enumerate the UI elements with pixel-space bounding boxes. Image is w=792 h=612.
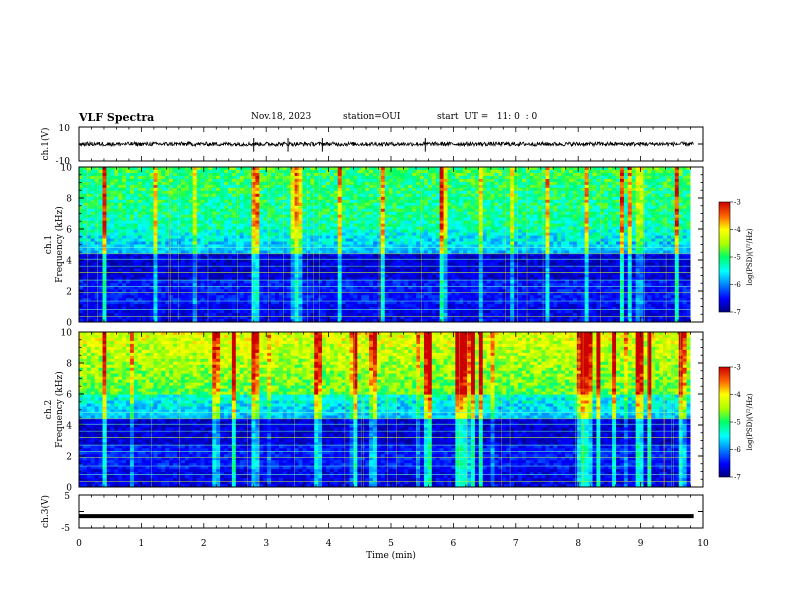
x-tick-label: 6 (451, 539, 457, 549)
x-tick-label: 8 (575, 539, 581, 549)
colorbar-tick-label: -5 (734, 419, 741, 427)
colorbar-tick-label: -7 (734, 309, 741, 317)
ch1_spectrogram-ytick-label: 4 (66, 257, 72, 267)
figure-title: VLF Spectra (79, 111, 155, 124)
ch1_spectrogram-ytick-label: 0 (66, 319, 72, 329)
ch2_spectrogram-ytick-label: 8 (66, 360, 72, 370)
ch1-ytick-label: 10 (59, 124, 71, 134)
ch1_spectrogram-ytick-label: 6 (66, 226, 72, 236)
colorbar-tick-label: -3 (734, 199, 741, 207)
station-label: station=OUI (343, 112, 401, 122)
ch3-ytick-label: -5 (61, 524, 70, 534)
ch1_spectrogram-cells (78, 167, 703, 323)
colorbar-tick-label: -4 (734, 391, 741, 399)
colorbar-tick-label: -6 (734, 446, 741, 454)
no-data-area (690, 167, 703, 322)
x-tick-label: 4 (326, 539, 332, 549)
x-tick-label: 3 (263, 539, 269, 549)
x-tick-label: 0 (76, 539, 82, 549)
colorbar-tick-label: -7 (734, 474, 741, 482)
ch1_spectrogram-colorbar (718, 201, 731, 313)
x-tick-label: 1 (139, 539, 145, 549)
ch1_spectrogram-ytick-label: 2 (66, 288, 72, 298)
x-tick-label: 2 (201, 539, 207, 549)
ch1-ytick-label: -10 (56, 157, 71, 167)
ch2_spectrogram-colorbar-label: log(PSD)(V²/Hz) (746, 393, 754, 450)
x-tick-label: 7 (513, 539, 519, 549)
ch3-ylabel: ch.3(V) (40, 495, 51, 528)
ch1_spectrogram-ylabel: ch.1 (44, 235, 54, 254)
ch2_spectrogram-ytick-label: 10 (61, 329, 73, 339)
colorbar-tick-label: -6 (734, 281, 741, 289)
colorbar-tick-label: -5 (734, 254, 741, 262)
x-tick-label: 9 (638, 539, 644, 549)
start-time-label: start UT = 11: 0 : 0 (437, 112, 538, 122)
colorbar-tick-label: -4 (734, 226, 741, 234)
ch2_spectrogram-colorbar (718, 366, 731, 478)
ch1_spectrogram-ytick-label: 8 (66, 195, 72, 205)
ch2_spectrogram-ytick-label: 0 (66, 484, 72, 494)
ch2_spectrogram-ytick-label: 4 (66, 422, 72, 432)
ch1-waveform-line (78, 140, 694, 148)
ch3-ytick-label: 5 (64, 492, 70, 502)
ch1-ylabel: ch.1(V) (40, 128, 51, 161)
no-data-area (690, 332, 703, 487)
ch1_spectrogram-colorbar-label: log(PSD)(V²/Hz) (746, 228, 754, 285)
x-tick-label: 10 (697, 539, 709, 549)
ch2_spectrogram-cells (79, 332, 703, 488)
ch2_spectrogram-ytick-label: 6 (66, 391, 72, 401)
ch1_spectrogram-ylabel2: Frequency (kHz) (54, 206, 65, 283)
date-label: Nov.18, 2023 (251, 112, 312, 122)
x-tick-label: 5 (388, 539, 394, 549)
x-axis-label: Time (min) (366, 550, 416, 561)
colorbar-tick-label: -3 (734, 364, 741, 372)
ch1_spectrogram-ytick-label: 10 (61, 164, 73, 174)
ch2_spectrogram-ylabel: ch.2 (44, 400, 54, 419)
ch2_spectrogram-ytick-label: 2 (66, 453, 72, 463)
ch2_spectrogram-ylabel2: Frequency (kHz) (54, 371, 65, 448)
